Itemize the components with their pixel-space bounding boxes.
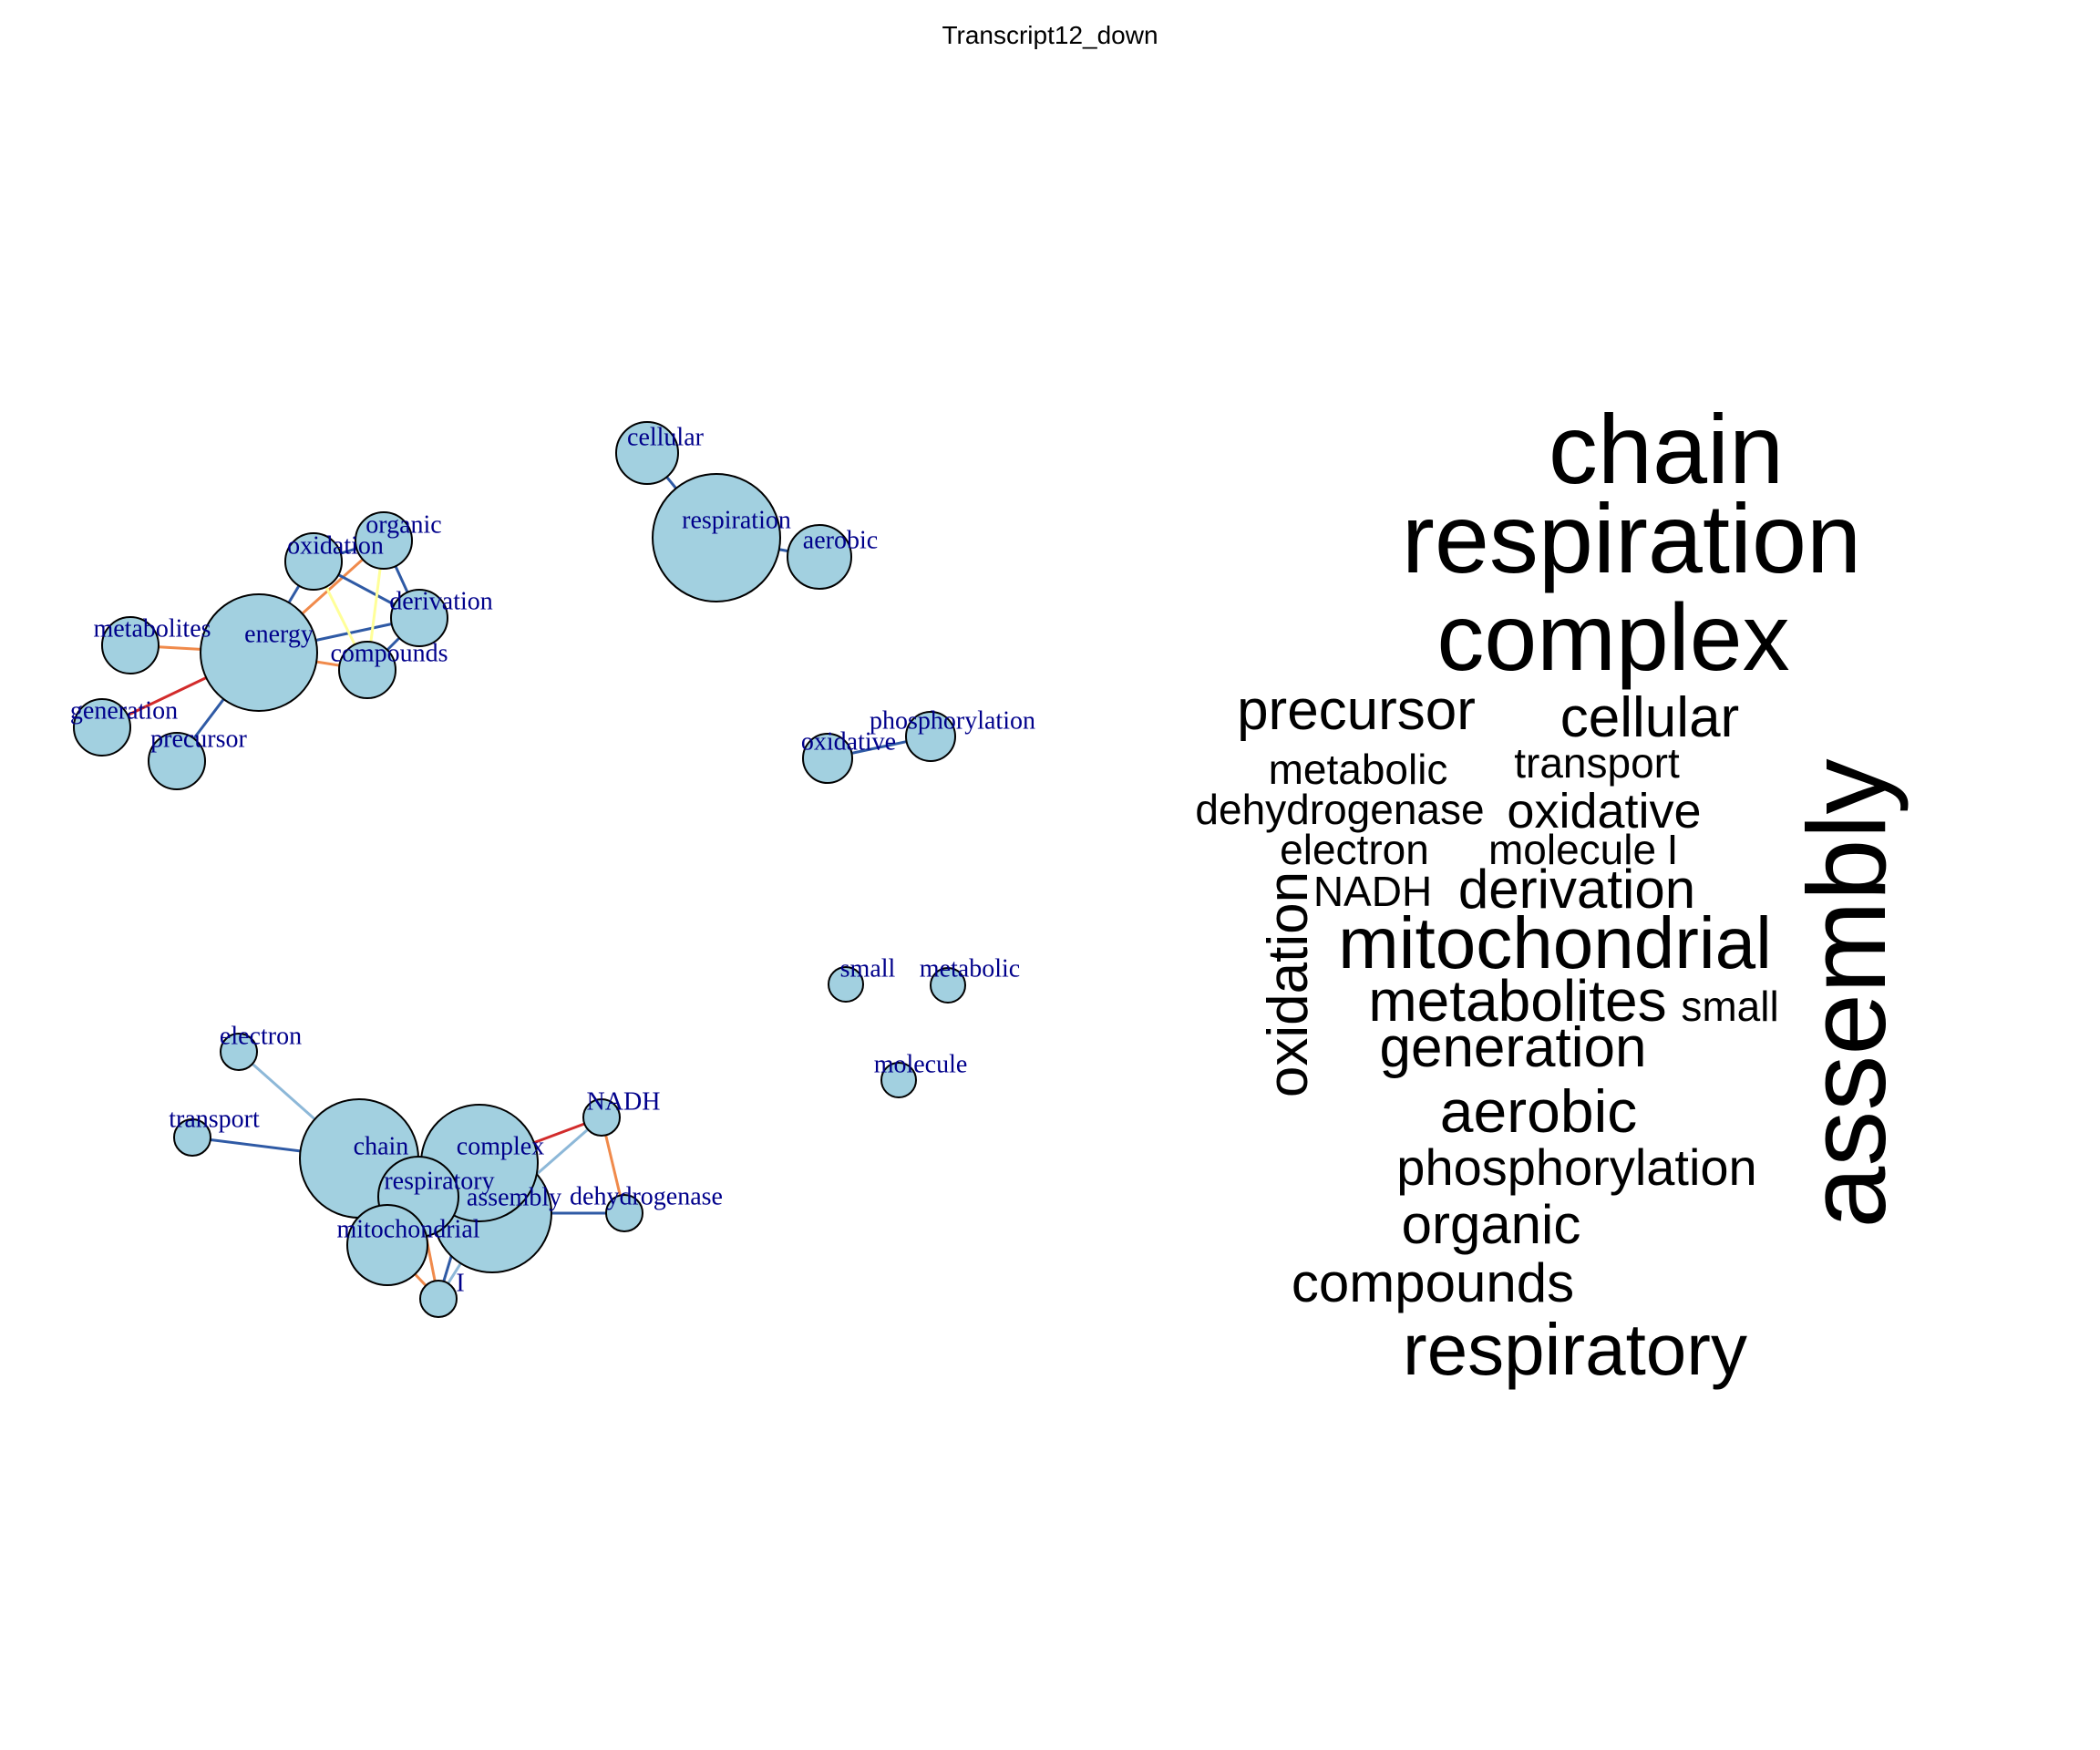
node-label-metabolites: metabolites (93, 614, 211, 643)
node-label-complex: complex (457, 1132, 544, 1160)
node-generation (73, 698, 131, 757)
node-label-I: I (456, 1269, 464, 1297)
node-mitochondrial (346, 1204, 428, 1286)
wordcloud-word-dehydrogenase: dehydrogenase (1195, 786, 1484, 833)
node-molecule (880, 1062, 917, 1098)
wordcloud-word-respiratory: respiratory (1403, 1309, 1747, 1390)
node-label-precursor: precursor (150, 725, 247, 753)
wordcloud-word-oxidative: oxidative (1507, 784, 1701, 839)
wordcloud-word-molecule: molecule (1488, 826, 1656, 873)
wordcloud-word-generation: generation (1379, 1016, 1646, 1079)
node-organic (355, 511, 413, 570)
node-label-derivation: derivation (389, 587, 493, 615)
wordcloud-word-transport: transport (1514, 739, 1680, 787)
wordcloud-word-precursor: precursor (1237, 679, 1476, 742)
node-label-phosphorylation: phosphorylation (870, 706, 1035, 735)
node-cellular (615, 421, 679, 485)
node-compounds (338, 641, 396, 699)
wordcloud-word-cellular: cellular (1560, 686, 1739, 749)
node-label-transport: transport (169, 1105, 260, 1133)
node-oxidation (284, 532, 343, 591)
wordcloud-word-derivation: derivation (1458, 859, 1695, 920)
node-label-electron: electron (220, 1022, 302, 1050)
wordcloud-word-i: I (1667, 826, 1679, 873)
wordcloud-word-respiration: respiration (1402, 483, 1861, 593)
node-label-aerobic: aerobic (803, 526, 878, 554)
wordcloud-word-assembly: assembly (1785, 758, 1909, 1228)
wordcloud-word-chain: chain (1549, 394, 1784, 504)
node-label-metabolic: metabolic (920, 954, 1020, 983)
node-label-generation: generation (70, 696, 178, 725)
node-oxidative (802, 733, 853, 784)
wordcloud-word-nadh: NADH (1313, 868, 1432, 915)
node-respiration (652, 473, 781, 602)
node-label-molecule: molecule (874, 1050, 968, 1078)
node-label-mitochondrial: mitochondrial (336, 1215, 479, 1243)
node-label-respiration: respiration (682, 506, 791, 534)
node-electron (220, 1033, 258, 1071)
node-label-oxidation: oxidation (287, 531, 384, 560)
node-label-assembly: assembly (467, 1183, 561, 1211)
node-label-cellular: cellular (627, 423, 705, 451)
node-label-respiratory: respiratory (384, 1167, 494, 1195)
network-nodes (73, 421, 966, 1318)
node-small (828, 966, 864, 1003)
node-aerobic (787, 524, 852, 590)
wordcloud-word-metabolic: metabolic (1269, 746, 1448, 793)
node-dehydrogenase (605, 1194, 643, 1232)
node-transport (173, 1118, 211, 1157)
wordcloud-word-electron: electron (1280, 826, 1429, 873)
wordcloud-word-compounds: compounds (1292, 1252, 1574, 1313)
node-label-organic: organic (365, 510, 441, 539)
wordcloud-word-small: small (1681, 983, 1778, 1030)
wordcloud-word-oxidation: oxidation (1257, 871, 1320, 1097)
wordcloud-word-phosphorylation: phosphorylation (1396, 1138, 1756, 1196)
node-label-compounds: compounds (330, 639, 448, 667)
wordcloud-word-mitochondrial: mitochondrial (1338, 902, 1772, 983)
node-metabolites (101, 616, 160, 674)
node-label-NADH: NADH (587, 1087, 661, 1116)
node-precursor (148, 732, 206, 790)
node-label-chain: chain (354, 1132, 409, 1160)
node-I (419, 1280, 458, 1318)
node-label-small: small (840, 954, 896, 983)
node-label-energy: energy (244, 620, 314, 648)
node-metabolic (930, 967, 966, 1004)
wordcloud-word-organic: organic (1402, 1194, 1581, 1255)
node-label-dehydrogenase: dehydrogenase (570, 1182, 723, 1210)
node-label-oxidative: oxidative (801, 727, 896, 756)
node-derivation (390, 589, 448, 647)
network-labels: cellularrespirationaerobicorganicoxidati… (70, 423, 1035, 1297)
node-NADH (582, 1098, 621, 1137)
node-energy (200, 593, 318, 712)
node-phosphorylation (905, 711, 956, 762)
wordcloud-word-metabolites: metabolites (1368, 968, 1666, 1034)
figure-title: Transcript12_down (942, 21, 1158, 49)
wordcloud-word-aerobic: aerobic (1440, 1077, 1637, 1145)
wordcloud-word-complex: complex (1436, 585, 1789, 691)
